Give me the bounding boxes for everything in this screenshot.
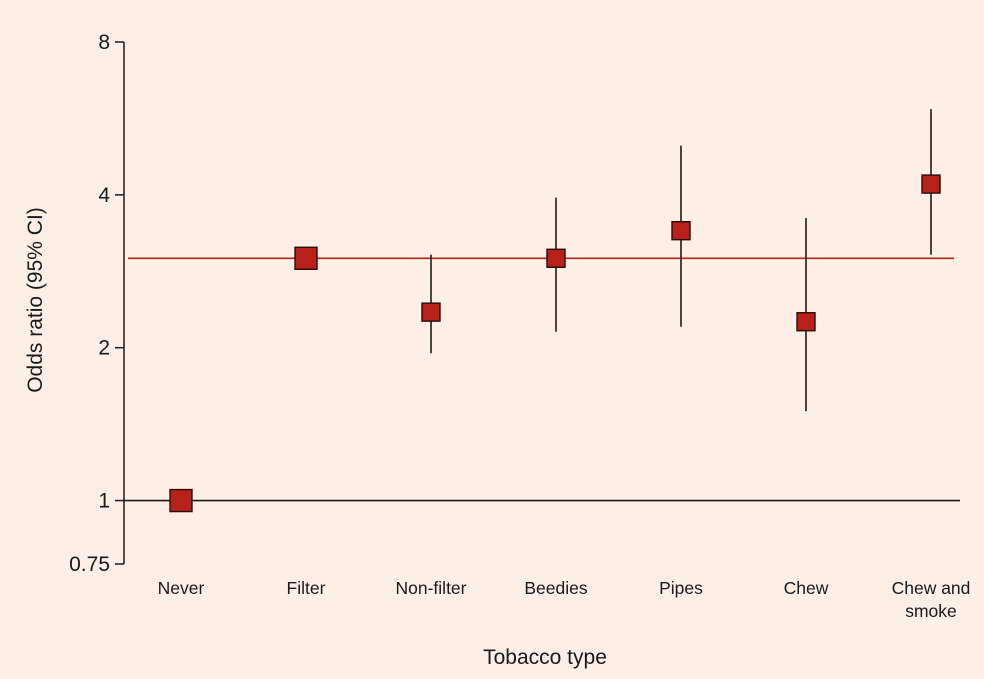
x-category-label: Non-filter (396, 578, 467, 598)
x-category-label: Beedies (524, 578, 587, 598)
odds-ratio-point (169, 488, 193, 513)
x-category-label: Filter (287, 578, 326, 598)
y-tick-label: 2 (98, 337, 110, 360)
y-tick-label: 1 (98, 490, 110, 513)
y-tick-label: 0.75 (69, 553, 110, 576)
odds-ratio-point (921, 174, 941, 194)
y-tick-label: 8 (98, 31, 110, 54)
odds-ratio-point (421, 302, 441, 322)
x-axis-categories: Never Filter Non-filter Beedies Pipes Chew Che… (158, 578, 971, 621)
odds-ratio-markers (169, 174, 941, 513)
x-category-label: Chew (784, 578, 829, 598)
odds-ratio-point (546, 248, 566, 268)
y-axis: 0.75 1 2 4 8 (69, 31, 125, 576)
x-category-label: Never (158, 578, 205, 598)
x-category-label: smoke (905, 601, 957, 621)
x-category-label: Chew and (892, 578, 971, 598)
odds-ratio-point (796, 312, 816, 332)
reference-lines (124, 257, 960, 502)
odds-ratio-point (671, 220, 691, 241)
y-tick-label: 4 (98, 184, 110, 207)
odds-ratio-point (294, 246, 318, 270)
confidence-intervals (305, 109, 932, 412)
y-axis-title: Odds ratio (95% CI) (24, 207, 47, 393)
x-axis-title: Tobacco type (483, 646, 607, 669)
x-category-label: Pipes (659, 578, 703, 598)
